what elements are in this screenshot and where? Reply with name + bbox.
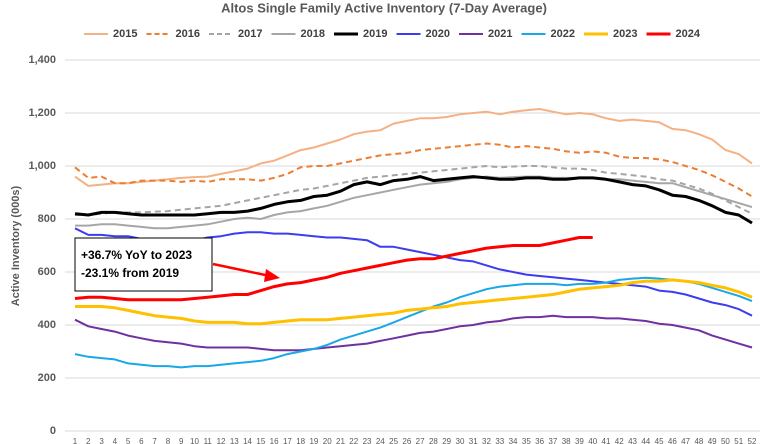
annotation-text: +36.7% YoY to 2023	[81, 248, 192, 262]
x-tick-label: 2	[86, 437, 91, 444]
x-tick-label: 49	[708, 437, 717, 444]
x-tick-label: 40	[588, 437, 597, 444]
x-tick-label: 35	[522, 437, 531, 444]
legend-label: 2023	[613, 28, 637, 40]
y-tick-label: 800	[38, 213, 56, 225]
series-line	[74, 276, 753, 369]
y-axis-title: Active Inventory (000s)	[10, 185, 22, 306]
x-tick-label: 48	[694, 437, 703, 444]
x-tick-label: 5	[126, 437, 131, 444]
x-tick-label: 20	[323, 437, 332, 444]
x-tick-label: 8	[166, 437, 171, 444]
x-tick-label: 41	[602, 437, 611, 444]
x-tick-label: 31	[469, 437, 478, 444]
x-tick-label: 33	[495, 437, 504, 444]
x-tick-label: 15	[256, 437, 265, 444]
x-tick-label: 12	[217, 437, 226, 444]
x-tick-label: 11	[204, 437, 213, 444]
series-line	[74, 236, 593, 302]
annotation-arrow	[212, 262, 271, 278]
series-line	[75, 165, 753, 216]
annotation-box	[74, 237, 213, 292]
x-tick-label: 45	[655, 437, 664, 444]
y-tick-label: 200	[38, 372, 56, 384]
legend-label: 2016	[176, 28, 200, 40]
x-tick-label: 44	[641, 437, 650, 444]
y-tick-label: 1,400	[28, 54, 56, 66]
x-tick-label: 50	[721, 437, 730, 444]
x-tick-label: 4	[113, 437, 118, 444]
x-tick-label: 14	[243, 437, 252, 444]
y-tick-label: 600	[38, 266, 56, 278]
x-tick-label: 3	[99, 437, 104, 444]
x-tick-label: 25	[389, 437, 398, 444]
x-tick-label: 16	[270, 437, 279, 444]
series-line	[75, 278, 753, 326]
series-line	[75, 175, 753, 230]
series-line	[74, 175, 753, 225]
legend-label: 2024	[676, 28, 701, 40]
legend-label: 2017	[238, 28, 262, 40]
legend-label: 2015	[113, 28, 137, 40]
y-tick-label: 0	[50, 425, 56, 437]
x-tick-label: 34	[509, 437, 518, 444]
x-tick-label: 7	[152, 437, 157, 444]
legend-label: 2022	[551, 28, 575, 40]
x-tick-label: 6	[139, 437, 144, 444]
x-tick-label: 36	[535, 437, 544, 444]
y-tick-label: 1,200	[28, 107, 56, 119]
x-tick-label: 43	[628, 437, 637, 444]
x-tick-label: 1	[73, 437, 78, 444]
x-tick-label: 37	[548, 437, 557, 444]
x-tick-label: 39	[575, 437, 584, 444]
x-tick-label: 13	[230, 437, 239, 444]
x-tick-label: 42	[615, 437, 624, 444]
x-tick-label: 19	[309, 437, 318, 444]
x-tick-label: 22	[349, 437, 358, 444]
x-tick-label: 51	[734, 437, 743, 444]
x-tick-label: 10	[190, 437, 199, 444]
chart-title: Altos Single Family Active Inventory (7-…	[221, 0, 547, 15]
x-tick-label: 38	[562, 437, 571, 444]
x-tick-label: 47	[681, 437, 690, 444]
x-tick-label: 32	[482, 437, 491, 444]
series-line	[74, 108, 753, 187]
x-tick-label: 21	[336, 437, 345, 444]
x-tick-label: 17	[283, 437, 292, 444]
legend: 2015 2016 2017 2018 2019 2020 2021 2022 2023 2024	[84, 28, 701, 40]
x-tick-label: 52	[748, 437, 757, 444]
y-tick-label: 400	[38, 319, 56, 331]
annotation-text: -23.1% from 2019	[81, 266, 179, 280]
x-tick-label: 18	[296, 437, 305, 444]
x-tick-label: 46	[668, 437, 677, 444]
x-tick-label: 23	[363, 437, 372, 444]
legend-label: 2020	[426, 28, 450, 40]
x-tick-label: 29	[442, 437, 451, 444]
x-tick-label: 27	[416, 437, 425, 444]
x-tick-label: 30	[456, 437, 465, 444]
x-tick-label: 24	[376, 437, 385, 444]
x-tick-label: 9	[179, 437, 184, 444]
series-line	[74, 314, 753, 352]
x-tick-label: 28	[429, 437, 438, 444]
arrow-head	[264, 269, 280, 282]
y-tick-label: 1,000	[28, 160, 56, 172]
legend-label: 2021	[488, 28, 512, 40]
legend-label: 2018	[301, 28, 325, 40]
legend-label: 2019	[363, 28, 387, 40]
x-tick-label: 26	[402, 437, 411, 444]
